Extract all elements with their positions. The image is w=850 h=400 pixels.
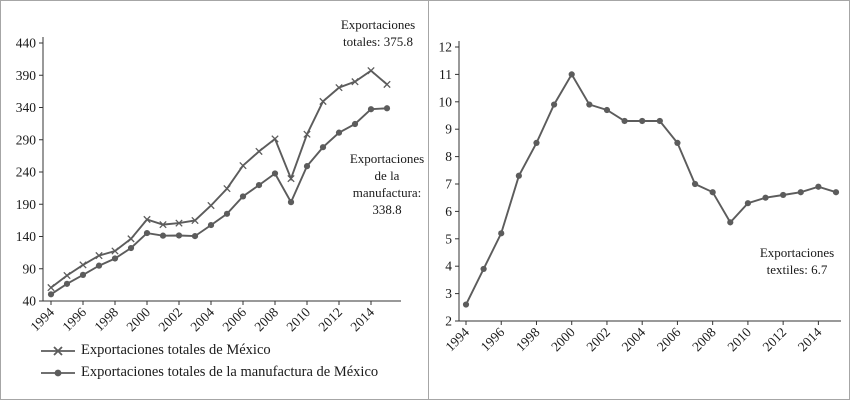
svg-text:2004: 2004	[619, 324, 649, 354]
svg-text:2012: 2012	[315, 305, 345, 335]
legend-label-totales: Exportaciones totales de México	[81, 342, 271, 358]
svg-text:2: 2	[445, 314, 452, 329]
svg-text:11: 11	[439, 67, 452, 82]
svg-text:290: 290	[16, 132, 37, 147]
svg-text:340: 340	[16, 100, 37, 115]
svg-text:10: 10	[439, 94, 453, 109]
series-0	[47, 67, 391, 292]
svg-text:2014: 2014	[795, 324, 825, 354]
svg-text:5: 5	[445, 231, 452, 246]
svg-text:2002: 2002	[583, 325, 613, 355]
legend-item-totales: Exportaciones totales de México	[41, 342, 378, 359]
chart-legend: Exportaciones totales de México Exportac…	[41, 342, 378, 381]
annotation-exportaciones-textiles: Exportaciones textiles: 6.7	[759, 245, 835, 277]
legend-item-manufactura: Exportaciones totales de la manufactura …	[41, 364, 378, 381]
svg-text:2010: 2010	[724, 324, 754, 354]
svg-text:2010: 2010	[283, 304, 313, 334]
svg-text:2004: 2004	[187, 304, 217, 334]
svg-text:4: 4	[445, 259, 452, 274]
svg-text:2006: 2006	[654, 324, 684, 354]
svg-text:2002: 2002	[155, 305, 185, 335]
svg-text:1998: 1998	[91, 304, 121, 334]
annotation-exportaciones-manufactura: Exportaciones de la manufactura: 338.8	[349, 151, 425, 217]
svg-text:90: 90	[23, 261, 37, 276]
svg-text:12: 12	[439, 40, 453, 55]
textiles-chart-panel: 2 3 4 5 6 7 8 9 10 11 12 1994 1996 1998 2000 2002 2004 20…	[429, 1, 849, 399]
series-0	[462, 71, 840, 308]
svg-text:1994: 1994	[442, 324, 472, 354]
svg-text:190: 190	[16, 197, 37, 212]
svg-text:2012: 2012	[760, 325, 790, 355]
svg-text:2000: 2000	[548, 324, 578, 354]
svg-text:1994: 1994	[27, 304, 57, 334]
svg-text:9: 9	[445, 122, 452, 137]
svg-text:7: 7	[445, 177, 452, 192]
svg-text:2008: 2008	[251, 304, 281, 334]
svg-text:440: 440	[16, 36, 37, 51]
circle-marker-line-icon	[41, 369, 75, 376]
svg-text:6: 6	[445, 204, 452, 219]
legend-label-manufactura: Exportaciones totales de la manufactura …	[81, 364, 379, 380]
svg-text:1996: 1996	[478, 324, 508, 354]
svg-text:1996: 1996	[59, 304, 89, 334]
svg-text:2006: 2006	[219, 304, 249, 334]
svg-text:2000: 2000	[123, 304, 153, 334]
svg-text:140: 140	[16, 229, 37, 244]
svg-text:3: 3	[445, 286, 452, 301]
svg-text:40: 40	[23, 294, 37, 309]
svg-text:1998: 1998	[513, 324, 543, 354]
svg-text:390: 390	[16, 68, 37, 83]
svg-text:2014: 2014	[347, 304, 377, 334]
series-1	[47, 105, 391, 298]
svg-text:2008: 2008	[689, 324, 719, 354]
svg-text:8: 8	[445, 149, 452, 164]
svg-text:240: 240	[16, 165, 37, 180]
x-marker-line-icon	[41, 345, 75, 356]
exports-chart-panel: 40 90 140 190 240 290 340 390 440 1994 1996 1998 200…	[1, 1, 429, 399]
annotation-exportaciones-totales: Exportaciones totales: 375.8	[340, 17, 416, 49]
